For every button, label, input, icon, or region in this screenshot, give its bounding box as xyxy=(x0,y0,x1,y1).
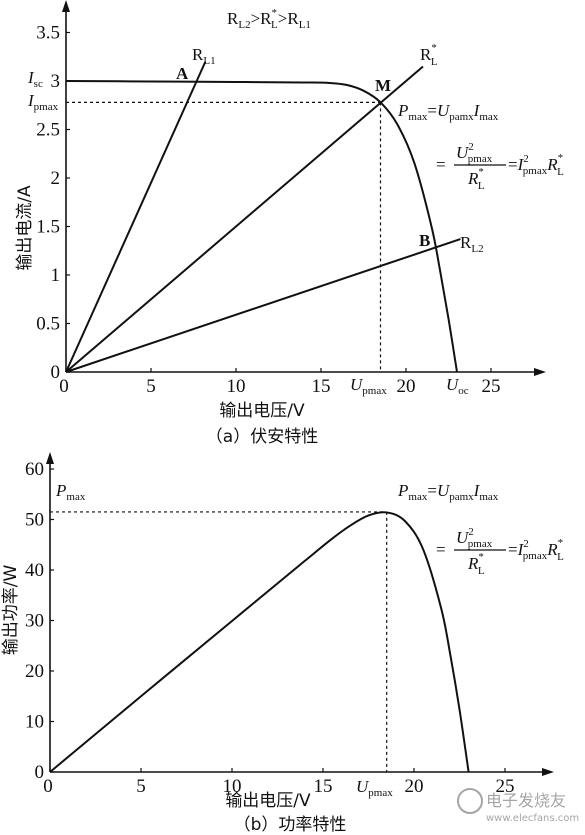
chart-a: 0 5 10 15 20 25 0 0.5 1 1.5 2 2.5 3 3.5 RL2>R* L>RL1 R… xyxy=(15,0,564,447)
chart-b-x-tick-label: 15 xyxy=(314,776,333,797)
formula-a-num: U2 pmax xyxy=(456,141,493,165)
chart-a-y-tick-label: 2.5 xyxy=(36,120,60,141)
formula-a-line1: Pmax=UpamxImax xyxy=(397,101,499,123)
formula-a-den: R* L xyxy=(467,166,485,192)
chart-b-caption: （b）功率特性 xyxy=(234,815,347,835)
chart-b-y-tick-label: 50 xyxy=(25,510,44,531)
formula-b-line1: Pmax=UpamxImax xyxy=(397,481,499,503)
chart-a-x-arrow xyxy=(534,368,546,376)
chart-b-y-tick-label: 60 xyxy=(25,459,44,480)
formula-b-num: U2 pmax xyxy=(456,526,493,550)
upmax-a-label: Upmax xyxy=(350,375,387,397)
chart-a-ylabel: 输出电流/A xyxy=(15,185,35,271)
rl1-label: RL1 xyxy=(192,45,216,67)
formula-a-eq: = xyxy=(436,155,446,174)
pmax-b-label: Pmax xyxy=(55,481,86,503)
chart-a-x-tick-label: 20 xyxy=(397,376,416,397)
chart-a-y-tick-label: 2 xyxy=(51,168,61,189)
chart-b-y-tick-label: 30 xyxy=(25,611,44,632)
chart-b-x-tick-label: 10 xyxy=(223,776,242,797)
chart-a-y-tick-label: 3 xyxy=(51,71,61,92)
watermark-line2: www.elecfans.com xyxy=(486,813,579,824)
chart-b: 0 5 10 15 20 25 0 10 20 30 40 50 60 Pmax Upmax Pmax=… xyxy=(1,452,564,835)
pv-curve xyxy=(49,511,470,773)
chart-a-y-arrow xyxy=(62,0,70,12)
chart-a-y-tick-label: 1 xyxy=(51,265,61,286)
iv-curve xyxy=(65,80,458,373)
chart-a-y-tick-label: 1.5 xyxy=(36,217,60,238)
chart-a-x-tick-label: 25 xyxy=(482,376,501,397)
rl2-label: RL2 xyxy=(460,233,484,255)
chart-b-x-tick-label: 20 xyxy=(405,776,424,797)
point-b-label: B xyxy=(419,231,430,250)
chart-b-x-tick-label: 5 xyxy=(136,776,146,797)
chart-b-ylabel: 输出功率/W xyxy=(1,565,21,656)
chart-b-formula: Pmax=UpamxImax = U2 pmax R* L =I2 pmaxR* L xyxy=(397,481,564,577)
uoc-label: Uoc xyxy=(446,375,469,397)
chart-a-condition: RL2>R* L>RL1 xyxy=(227,7,311,31)
chart-b-y-tick-label: 40 xyxy=(25,560,44,581)
formula-b-rhs: =I2 pmaxR* L xyxy=(508,537,564,563)
load-line-rl-star xyxy=(65,65,424,373)
chart-b-x-tick-label: 0 xyxy=(43,776,53,797)
rl-star-label: R* L xyxy=(420,42,438,68)
chart-b-y-tick-label: 10 xyxy=(25,712,44,733)
watermark: 电子发烧友 www.elecfans.com xyxy=(457,788,579,824)
chart-b-y-tick-label: 0 xyxy=(35,762,45,783)
chart-b-x-tick-label: 25 xyxy=(496,776,515,797)
chart-b-x-arrow xyxy=(542,768,554,776)
load-line-rl2 xyxy=(65,238,461,373)
load-line-rl1 xyxy=(65,61,207,373)
chart-a-x-tick-label: 0 xyxy=(59,376,69,397)
chart-b-y-tick-label: 20 xyxy=(25,661,44,682)
chart-a-x-tick-label: 10 xyxy=(227,376,246,397)
chart-a-x-tick-label: 5 xyxy=(146,376,156,397)
point-m-label: M xyxy=(375,76,391,95)
chart-a-xlabel: 输出电压/V xyxy=(219,401,305,421)
chart-a-y-tick-label: 0 xyxy=(51,362,61,383)
chart-a-y-tick-label: 3.5 xyxy=(36,23,60,44)
chart-a-formula: Pmax=UpamxImax = U2 pmax R* L =I2 pmaxR* L xyxy=(397,101,564,192)
isc-label: Isc xyxy=(27,68,43,90)
chart-a-x-tick-label: 15 xyxy=(312,376,331,397)
watermark-line1: 电子发烧友 xyxy=(486,791,566,810)
chart-b-y-arrow xyxy=(46,452,54,464)
chart-a-caption: （a）伏安特性 xyxy=(206,427,318,447)
upmax-b-label: Upmax xyxy=(356,777,393,799)
watermark-logo-icon xyxy=(457,788,483,814)
formula-a-rhs: =I2 pmaxR* L xyxy=(508,152,564,178)
point-a-label: A xyxy=(176,64,189,83)
star: * xyxy=(272,7,278,19)
chart-b-xlabel: 输出电压/V xyxy=(225,791,311,811)
formula-b-eq: = xyxy=(436,540,446,559)
ipmax-label: Ipmax xyxy=(27,91,59,113)
chart-a-y-tick-label: 0.5 xyxy=(36,314,60,335)
formula-b-den: R* L xyxy=(467,551,485,577)
